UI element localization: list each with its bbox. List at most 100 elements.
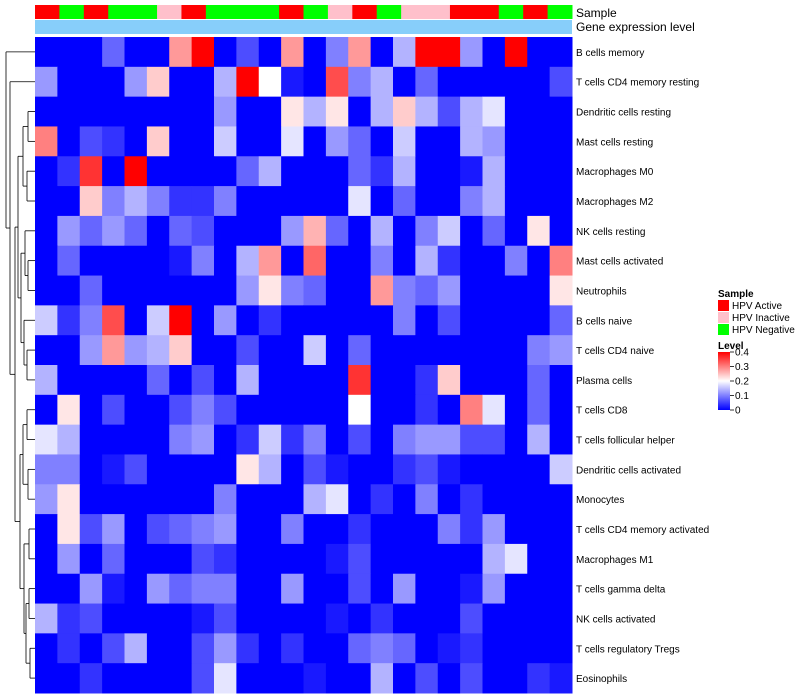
row-label: Monocytes <box>576 495 624 506</box>
sample-annotation-cell <box>352 5 378 19</box>
row-label: T cells follicular helper <box>576 436 675 447</box>
heatmap-cell <box>348 186 372 217</box>
heatmap-cell <box>191 663 215 694</box>
heatmap-cell <box>124 543 148 575</box>
row-label: Eosinophils <box>576 674 627 685</box>
heatmap-cell <box>57 394 81 426</box>
heatmap-cell <box>549 156 573 187</box>
heatmap-cell <box>79 424 103 455</box>
heatmap-cell <box>79 603 103 634</box>
heatmap-cell <box>169 543 193 575</box>
heatmap-cell <box>214 156 237 187</box>
heatmap-cell <box>35 454 58 485</box>
heatmap-cell <box>57 573 81 605</box>
heatmap-cell <box>460 156 484 187</box>
heatmap-cell <box>460 215 484 247</box>
heatmap-cell <box>191 543 215 575</box>
sample-annotation-cell <box>254 5 280 19</box>
heatmap-cell <box>281 484 305 515</box>
heatmap-cell <box>35 305 58 336</box>
heatmap-cell <box>415 66 439 98</box>
heatmap-cell <box>214 484 237 515</box>
heatmap-cell <box>460 305 484 336</box>
heatmap-cell <box>303 245 327 277</box>
heatmap-cell <box>124 424 148 455</box>
heatmap-cell <box>258 215 282 247</box>
heatmap-cell <box>393 514 416 545</box>
heatmap-cell <box>146 424 170 455</box>
heatmap-cell <box>527 424 551 455</box>
heatmap-cell <box>482 603 506 634</box>
heatmap-cell <box>393 215 416 247</box>
heatmap-cell <box>124 156 148 187</box>
heatmap-cell <box>348 484 372 515</box>
heatmap-cell <box>303 96 327 127</box>
heatmap-cell <box>124 186 148 217</box>
heatmap-cell <box>348 663 372 694</box>
heatmap-cell <box>146 514 170 545</box>
heatmap-cell <box>258 96 282 127</box>
heatmap-cell <box>504 633 528 664</box>
heatmap-cell <box>124 37 148 68</box>
heatmap-cell <box>393 663 416 694</box>
heatmap-cell <box>35 66 58 98</box>
heatmap-cell <box>169 365 193 396</box>
heatmap-cell <box>191 603 215 634</box>
heatmap-cell <box>57 126 81 157</box>
heatmap-cell <box>79 305 103 336</box>
heatmap-cell <box>236 156 260 187</box>
heatmap-cell <box>549 424 573 455</box>
heatmap-cell <box>236 215 260 247</box>
heatmap-cell <box>348 454 372 485</box>
heatmap-cell <box>169 424 193 455</box>
heatmap-cell <box>303 394 327 426</box>
heatmap-cell <box>460 514 484 545</box>
heatmap-cell <box>146 603 170 634</box>
heatmap-cell <box>370 454 394 485</box>
heatmap-cell <box>236 424 260 455</box>
heatmap-cell <box>460 394 484 426</box>
heatmap-cell <box>258 335 282 366</box>
heatmap-cell <box>214 275 237 306</box>
heatmap-cell <box>57 156 81 187</box>
legend-tick-label: 0.3 <box>735 362 749 373</box>
heatmap-cell <box>102 424 126 455</box>
heatmap-cell <box>370 484 394 515</box>
heatmap-cell <box>527 603 551 634</box>
heatmap-cell <box>124 335 148 366</box>
heatmap-cell <box>303 66 327 98</box>
heatmap-cell <box>281 543 305 575</box>
heatmap-cell <box>281 454 305 485</box>
heatmap-cell <box>370 573 394 605</box>
heatmap-cell <box>415 96 439 127</box>
heatmap-cell <box>527 66 551 98</box>
heatmap-cell <box>393 424 416 455</box>
sample-annotation-cell <box>303 5 329 19</box>
heatmap-cell <box>124 365 148 396</box>
heatmap-cell <box>325 37 349 68</box>
heatmap-cell <box>527 186 551 217</box>
heatmap-cell <box>35 156 58 187</box>
heatmap-cell <box>258 37 282 68</box>
heatmap-cell <box>504 454 528 485</box>
heatmap-cell <box>325 305 349 336</box>
heatmap-cell <box>258 156 282 187</box>
heatmap-cell <box>281 335 305 366</box>
heatmap-cell <box>482 186 506 217</box>
heatmap-cell <box>437 215 461 247</box>
heatmap-cell <box>415 37 439 68</box>
heatmap-cell <box>325 514 349 545</box>
heatmap-cell <box>146 96 170 127</box>
heatmap-cell <box>303 633 327 664</box>
heatmap-cell <box>236 37 260 68</box>
heatmap-cell <box>281 663 305 694</box>
legend-level-title: Level <box>718 341 744 352</box>
heatmap-cell <box>191 186 215 217</box>
heatmap-cell <box>482 126 506 157</box>
heatmap-cell <box>370 543 394 575</box>
sample-annotation-cell <box>157 5 182 19</box>
sample-annotation-bar <box>35 5 573 19</box>
heatmap-cell <box>393 66 416 98</box>
sample-annotation-cell <box>449 5 475 19</box>
heatmap-cell <box>527 96 551 127</box>
